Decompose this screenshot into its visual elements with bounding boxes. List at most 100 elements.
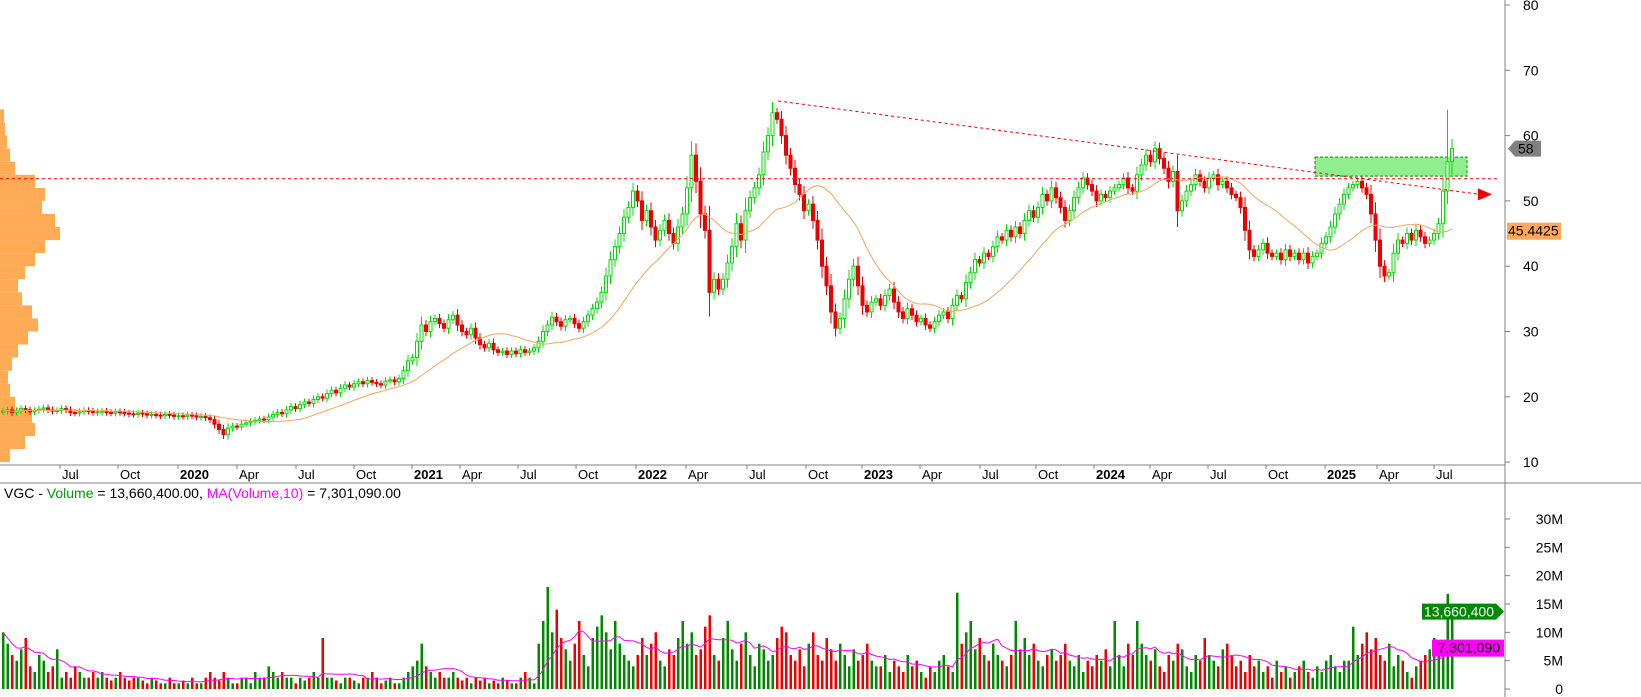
candle-up [284, 409, 289, 415]
volume-bar [83, 677, 86, 689]
volume-bar [1316, 666, 1319, 689]
volume-bar [1212, 660, 1215, 689]
candle-down [878, 298, 883, 306]
volume-bar [1248, 655, 1251, 689]
candle-up [487, 342, 491, 349]
candle-up [302, 401, 307, 406]
volume-bar [497, 683, 500, 689]
candle-up [1135, 174, 1139, 192]
candle-up [338, 387, 343, 394]
volume-bar [407, 672, 410, 689]
candle-down [815, 219, 820, 241]
price-tick-label: 10 [1523, 454, 1539, 470]
time-tick-label: Jul [520, 467, 537, 482]
volume-tick-label: 25M [1536, 539, 1563, 555]
candle-down [865, 304, 869, 313]
candle-up [1112, 187, 1117, 192]
volume-bar [636, 655, 639, 689]
volume-bar [1388, 643, 1391, 689]
volume-bar [366, 677, 369, 689]
profile-bin [0, 370, 8, 384]
volume-axis[interactable]: 0 5M 10M 15M 20M 25M 30M 13,660,400 7,301,090 [1422, 511, 1563, 697]
profile-bin [0, 279, 18, 293]
annotations [0, 100, 1500, 201]
time-tick-label: Jul [298, 467, 315, 482]
volume-bar [465, 677, 468, 689]
volume-bar [290, 677, 293, 689]
volume-bar [1109, 666, 1112, 689]
candle-up [991, 246, 995, 257]
volume-bar [362, 677, 365, 689]
volume-bar [924, 677, 927, 689]
candle-up [329, 389, 334, 395]
candle-down [154, 413, 158, 416]
profile-bin [0, 213, 55, 228]
candle-up [626, 206, 631, 218]
candle-up [730, 246, 734, 264]
candle-up [527, 350, 532, 353]
candle-up [406, 360, 410, 372]
candle-down [860, 285, 865, 306]
candle-down [1270, 252, 1274, 257]
volume-bar [1280, 672, 1283, 689]
candle-up [1283, 249, 1288, 261]
volume-bar [1136, 621, 1139, 689]
candle-up [149, 413, 154, 416]
price-axis[interactable]: 10 20 30 40 50 60 70 80 58 45.4425 [1505, 0, 1561, 470]
candle-up [1315, 252, 1319, 257]
volume-bar [929, 666, 932, 689]
candle-up [266, 416, 271, 421]
candle-down [194, 415, 199, 418]
volume-bar [560, 638, 563, 689]
volume-bar [839, 643, 842, 689]
volume-bar [969, 621, 972, 689]
volume-bar [1122, 666, 1125, 689]
volume-bar [1055, 660, 1058, 689]
candle-up [617, 233, 622, 248]
candle-up [176, 415, 181, 418]
volume-bar [1325, 660, 1328, 689]
volume-bar [177, 683, 180, 689]
candle-up [383, 380, 388, 386]
volume-bar [1244, 672, 1247, 689]
candle-up [1220, 180, 1225, 186]
candle-up [1067, 210, 1072, 221]
candle-up [325, 393, 329, 399]
candle-up [887, 288, 892, 297]
candle-down [1229, 187, 1234, 195]
volume-bar [218, 680, 221, 689]
candle-down [374, 381, 379, 385]
candle-up [257, 418, 262, 421]
volume-bar [389, 677, 392, 689]
volume-bar [654, 632, 657, 689]
candle-down [392, 379, 397, 383]
candle-up [244, 422, 248, 425]
volume-bar [231, 683, 234, 689]
candle-up [1171, 171, 1175, 182]
candle-down [140, 412, 145, 415]
candle-up [1441, 190, 1445, 225]
candle-up [1144, 154, 1148, 166]
candle-down [1202, 180, 1207, 189]
volume-bar [380, 683, 383, 689]
candle-down [145, 413, 149, 416]
candle-up [41, 407, 46, 410]
volume-bar [789, 655, 792, 689]
volume-bar [164, 683, 167, 689]
profile-bin [0, 227, 60, 241]
candle-down [172, 414, 176, 417]
candle-down [46, 407, 50, 411]
volume-bar [1217, 666, 1220, 689]
time-axis[interactable]: Jul Oct 2020 Apr Jul Oct 2021 Apr Jul Oct 2022 Apr J… [59, 465, 1453, 482]
candle-up [568, 317, 572, 321]
volume-bar [308, 677, 311, 689]
candle-down [896, 301, 901, 313]
candle-down [892, 288, 896, 303]
volume-bar [825, 638, 828, 689]
candle-down [1238, 197, 1243, 208]
candle-down [523, 349, 527, 353]
volume-bar [627, 660, 630, 689]
candle-up [1324, 236, 1328, 244]
candle-up [1180, 200, 1184, 212]
